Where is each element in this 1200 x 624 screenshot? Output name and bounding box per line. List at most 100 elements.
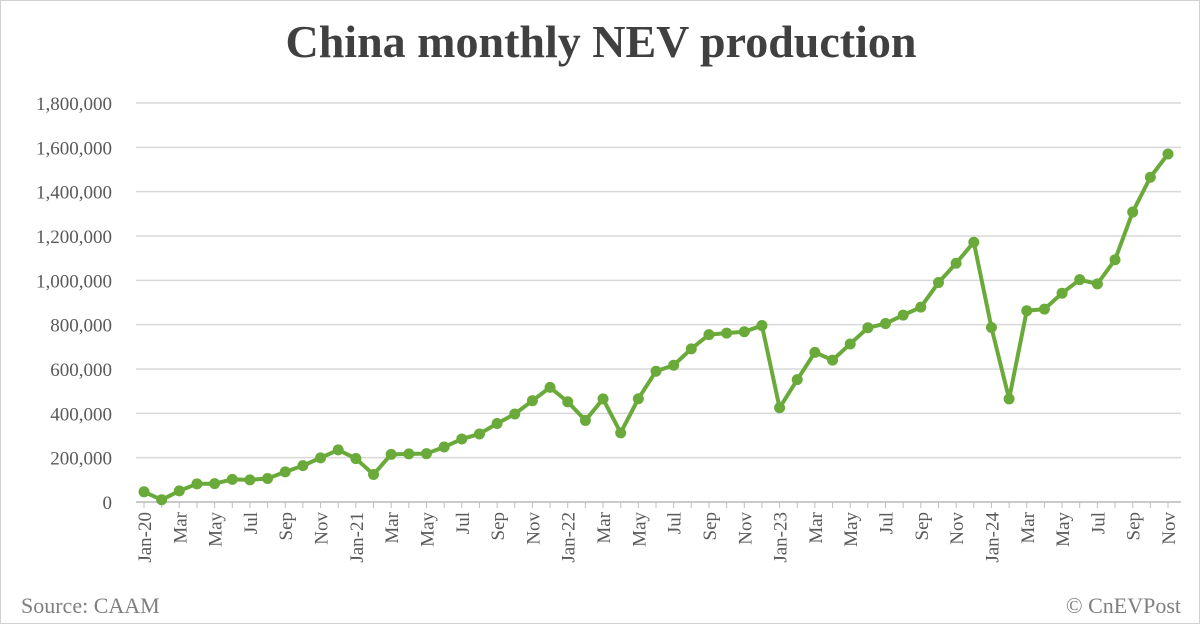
data-point (350, 453, 362, 465)
data-point (509, 408, 521, 420)
data-point (420, 448, 432, 460)
data-point (368, 469, 380, 481)
x-tick-label: Jan-23 (771, 512, 792, 563)
data-point (438, 441, 450, 453)
data-point (915, 301, 927, 313)
data-point (668, 359, 680, 371)
x-tick-label: Nov (523, 512, 544, 545)
x-tick-label: Jul (1088, 512, 1109, 534)
x-tick-label: May (1053, 512, 1074, 547)
y-tick-label: 400,000 (50, 404, 112, 425)
data-point (985, 322, 997, 334)
data-point (403, 448, 415, 460)
data-point (244, 474, 256, 486)
data-point (138, 486, 150, 498)
data-point (703, 329, 715, 341)
data-point (1144, 171, 1156, 183)
x-tick-label: Sep (276, 512, 297, 541)
x-tick-label: Mar (594, 511, 615, 543)
data-point (1003, 393, 1015, 405)
x-tick-label: May (417, 512, 438, 547)
data-point (756, 320, 768, 332)
x-tick-label: May (206, 512, 227, 547)
y-tick-label: 1,800,000 (36, 94, 112, 115)
x-tick-label: Nov (1159, 512, 1180, 545)
x-tick-label: Mar (1018, 511, 1039, 543)
data-point (191, 478, 203, 490)
x-tick-label: Jan-24 (982, 512, 1003, 563)
data-point (173, 485, 185, 497)
y-tick-label: 1,200,000 (36, 227, 112, 248)
data-point (491, 418, 503, 430)
x-tick-label: Mar (170, 511, 191, 543)
y-tick-label: 200,000 (50, 449, 112, 470)
data-point (156, 494, 168, 506)
credit-note: © CnEVPost (1065, 593, 1181, 618)
data-point (950, 257, 962, 269)
x-tick-label: Nov (312, 512, 333, 545)
data-point (1021, 305, 1033, 317)
data-point (721, 327, 733, 339)
data-point (791, 374, 803, 386)
y-tick-label: 1,600,000 (36, 138, 112, 159)
x-tick-label: May (841, 512, 862, 547)
data-point (385, 448, 397, 460)
data-point (615, 427, 627, 439)
data-point (562, 396, 574, 408)
x-tick-label: Sep (1124, 512, 1145, 541)
data-point (1038, 303, 1050, 315)
x-tick-label: Jul (665, 512, 686, 534)
x-tick-label: Mar (382, 511, 403, 543)
y-tick-label: 800,000 (50, 316, 112, 337)
x-tick-label: Jan-21 (347, 512, 368, 563)
data-point (579, 414, 591, 426)
data-point (597, 393, 609, 405)
data-point (632, 393, 644, 405)
data-point (473, 428, 485, 440)
data-point (1127, 206, 1139, 218)
data-point (897, 309, 909, 321)
x-tick-label: May (629, 512, 650, 547)
x-tick-label: Jul (453, 512, 474, 534)
data-point (279, 466, 291, 478)
data-point (209, 478, 221, 490)
chart-title: China monthly NEV production (285, 16, 917, 67)
y-tick-label: 1,400,000 (36, 183, 112, 204)
data-point (262, 473, 274, 485)
data-point (685, 343, 697, 355)
data-point (809, 346, 821, 358)
x-tick-label: Sep (912, 512, 933, 541)
y-tick-label: 0 (103, 493, 113, 514)
data-point (332, 444, 344, 456)
data-point (526, 395, 538, 407)
data-point (456, 433, 468, 445)
data-point (1162, 148, 1174, 160)
data-point (932, 277, 944, 289)
x-tick-label: Sep (700, 512, 721, 541)
x-tick-label: Sep (488, 512, 509, 541)
data-point (844, 338, 856, 350)
y-tick-label: 600,000 (50, 360, 112, 381)
x-tick-label: Nov (947, 512, 968, 545)
data-point (880, 318, 892, 330)
data-point (827, 354, 839, 366)
x-tick-label: Jul (241, 512, 262, 534)
data-point (1056, 287, 1068, 299)
data-point (774, 402, 786, 414)
data-point (544, 381, 556, 393)
x-tick-label: Jan-22 (559, 512, 580, 563)
x-tick-label: Jul (877, 512, 898, 534)
data-point (968, 236, 980, 248)
series-line (143, 152, 1170, 502)
data-point (297, 460, 309, 472)
data-point (226, 473, 238, 485)
y-tick-label: 1,000,000 (36, 271, 112, 292)
source-note: Source: CAAM (21, 593, 160, 618)
data-point (315, 452, 327, 464)
data-point (862, 322, 874, 334)
data-point (1091, 278, 1103, 290)
data-point (738, 326, 750, 338)
x-tick-label: Nov (735, 512, 756, 545)
data-point (650, 365, 662, 377)
